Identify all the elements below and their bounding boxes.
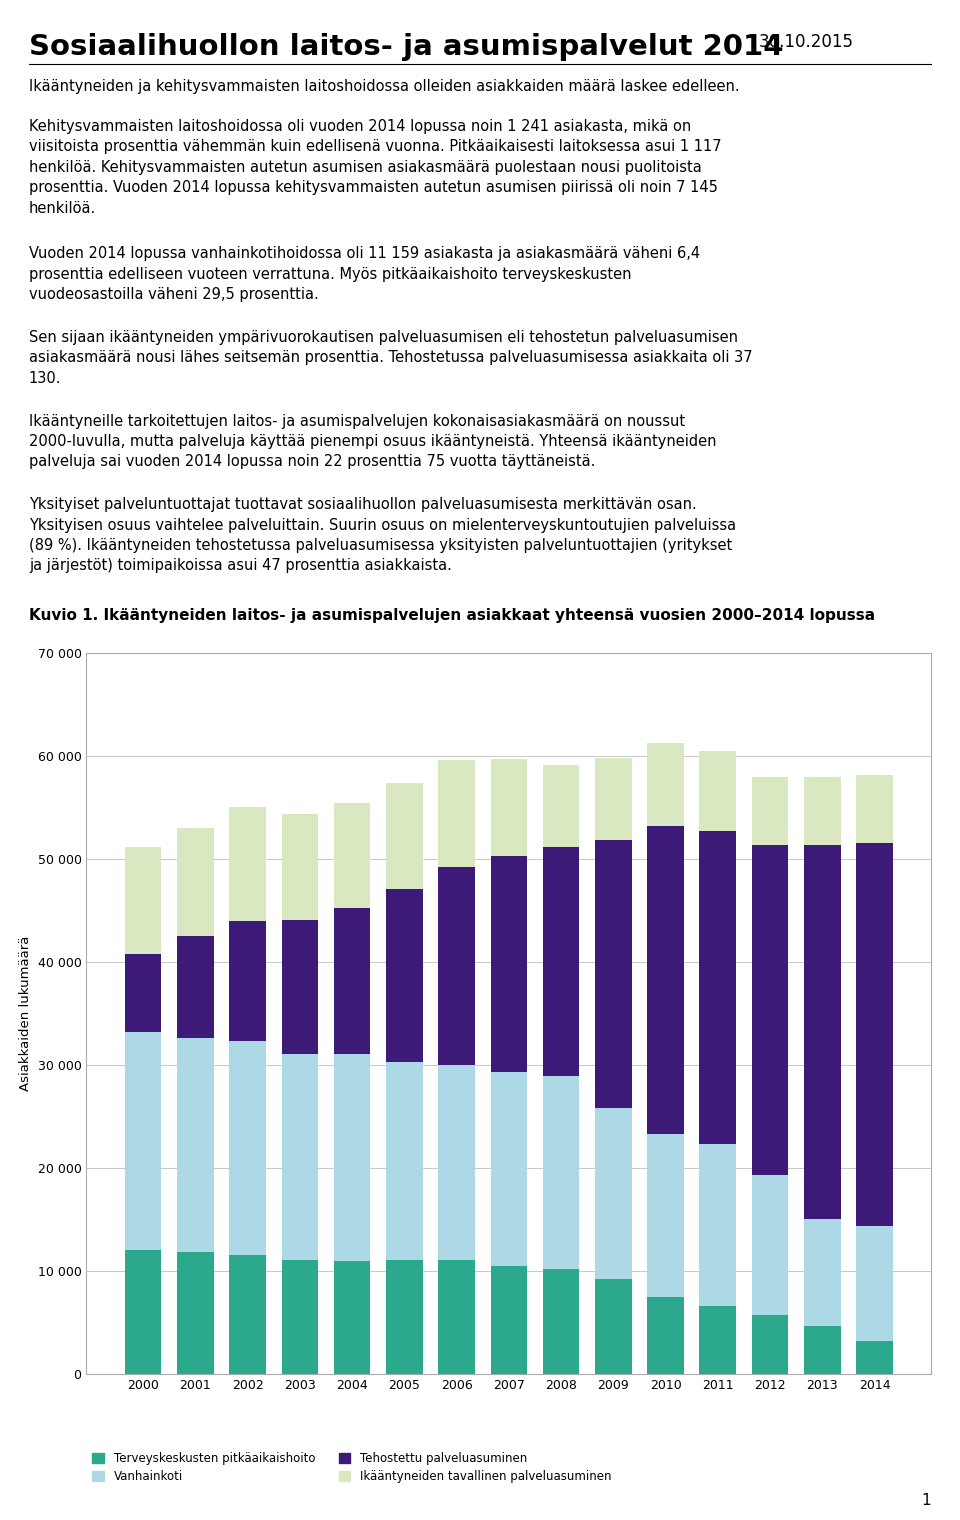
Bar <box>281 1053 318 1260</box>
Bar <box>542 765 579 847</box>
Bar <box>595 757 632 841</box>
Bar <box>229 1041 266 1254</box>
Text: 30.10.2015: 30.10.2015 <box>758 33 853 52</box>
Text: Sen sijaan ikääntyneiden ympärivuorokautisen palveluasumisen eli tehostetun palv: Sen sijaan ikääntyneiden ympärivuorokaut… <box>29 330 753 386</box>
Bar <box>856 1225 893 1341</box>
Bar <box>542 1269 579 1374</box>
Bar <box>229 921 266 1041</box>
Bar <box>439 1066 475 1260</box>
Text: Sosiaalihuollon laitos- ja asumispalvelut 2014: Sosiaalihuollon laitos- ja asumispalvelu… <box>29 33 783 61</box>
Bar <box>334 803 371 909</box>
Bar <box>752 777 788 845</box>
Bar <box>177 828 214 936</box>
Bar <box>125 847 161 953</box>
Y-axis label: Asiakkaiden lukumäärä: Asiakkaiden lukumäärä <box>19 936 32 1091</box>
Text: Ikääntyneille tarkoitettujen laitos- ja asumispalvelujen kokonaisasiakasmäärä on: Ikääntyneille tarkoitettujen laitos- ja … <box>29 413 716 470</box>
Text: Kuvio 1. Ikääntyneiden laitos- ja asumispalvelujen asiakkaat yhteensä vuosien 20: Kuvio 1. Ikääntyneiden laitos- ja asumis… <box>29 608 875 623</box>
Bar <box>334 1260 371 1374</box>
Bar <box>386 1062 422 1260</box>
Bar <box>804 1325 841 1374</box>
Bar <box>804 777 841 845</box>
Bar <box>491 758 527 856</box>
Bar <box>700 1145 736 1306</box>
Bar <box>177 1251 214 1374</box>
Bar <box>491 1072 527 1266</box>
Bar <box>281 815 318 920</box>
Bar <box>386 889 422 1062</box>
Legend: Terveyskeskusten pitkäaikaishoito, Vanhainkoti, Tehostettu palveluasuminen, Ikää: Terveyskeskusten pitkäaikaishoito, Vanha… <box>92 1452 612 1484</box>
Bar <box>856 1341 893 1374</box>
Bar <box>281 920 318 1053</box>
Bar <box>804 845 841 1219</box>
Bar <box>542 847 579 1076</box>
Bar <box>229 1254 266 1374</box>
Bar <box>647 825 684 1134</box>
Text: Yksityiset palveluntuottajat tuottavat sosiaalihuollon palveluasumisesta merkitt: Yksityiset palveluntuottajat tuottavat s… <box>29 497 736 573</box>
Text: Vuoden 2014 lopussa vanhainkotihoidossa oli 11 159 asiakasta ja asiakasmäärä väh: Vuoden 2014 lopussa vanhainkotihoidossa … <box>29 246 700 302</box>
Bar <box>125 1032 161 1251</box>
Bar <box>177 936 214 1038</box>
Bar <box>386 1260 422 1374</box>
Bar <box>542 1076 579 1269</box>
Bar <box>229 807 266 921</box>
Bar <box>647 1297 684 1374</box>
Bar <box>595 841 632 1108</box>
Bar <box>647 1134 684 1297</box>
Bar <box>647 743 684 825</box>
Bar <box>177 1038 214 1251</box>
Bar <box>86 652 931 1374</box>
Bar <box>752 1315 788 1374</box>
Bar <box>125 953 161 1032</box>
Bar <box>856 775 893 844</box>
Text: Ikääntyneiden ja kehitysvammaisten laitoshoidossa olleiden asiakkaiden määrä las: Ikääntyneiden ja kehitysvammaisten laito… <box>29 79 739 94</box>
Bar <box>439 866 475 1066</box>
Bar <box>334 909 371 1053</box>
Bar <box>386 783 422 889</box>
Bar <box>804 1219 841 1325</box>
Bar <box>334 1053 371 1260</box>
Bar <box>856 844 893 1225</box>
Text: 1: 1 <box>922 1493 931 1508</box>
Bar <box>700 831 736 1145</box>
Bar <box>595 1280 632 1374</box>
Bar <box>595 1108 632 1280</box>
Bar <box>125 1251 161 1374</box>
Bar <box>491 1266 527 1374</box>
Bar <box>700 751 736 831</box>
Bar <box>700 1306 736 1374</box>
Bar <box>491 856 527 1072</box>
Bar <box>752 1175 788 1315</box>
Bar <box>281 1260 318 1374</box>
Bar <box>439 1260 475 1374</box>
Bar <box>439 760 475 866</box>
Text: Kehitysvammaisten laitoshoidossa oli vuoden 2014 lopussa noin 1 241 asiakasta, m: Kehitysvammaisten laitoshoidossa oli vuo… <box>29 119 721 216</box>
Bar <box>752 845 788 1175</box>
